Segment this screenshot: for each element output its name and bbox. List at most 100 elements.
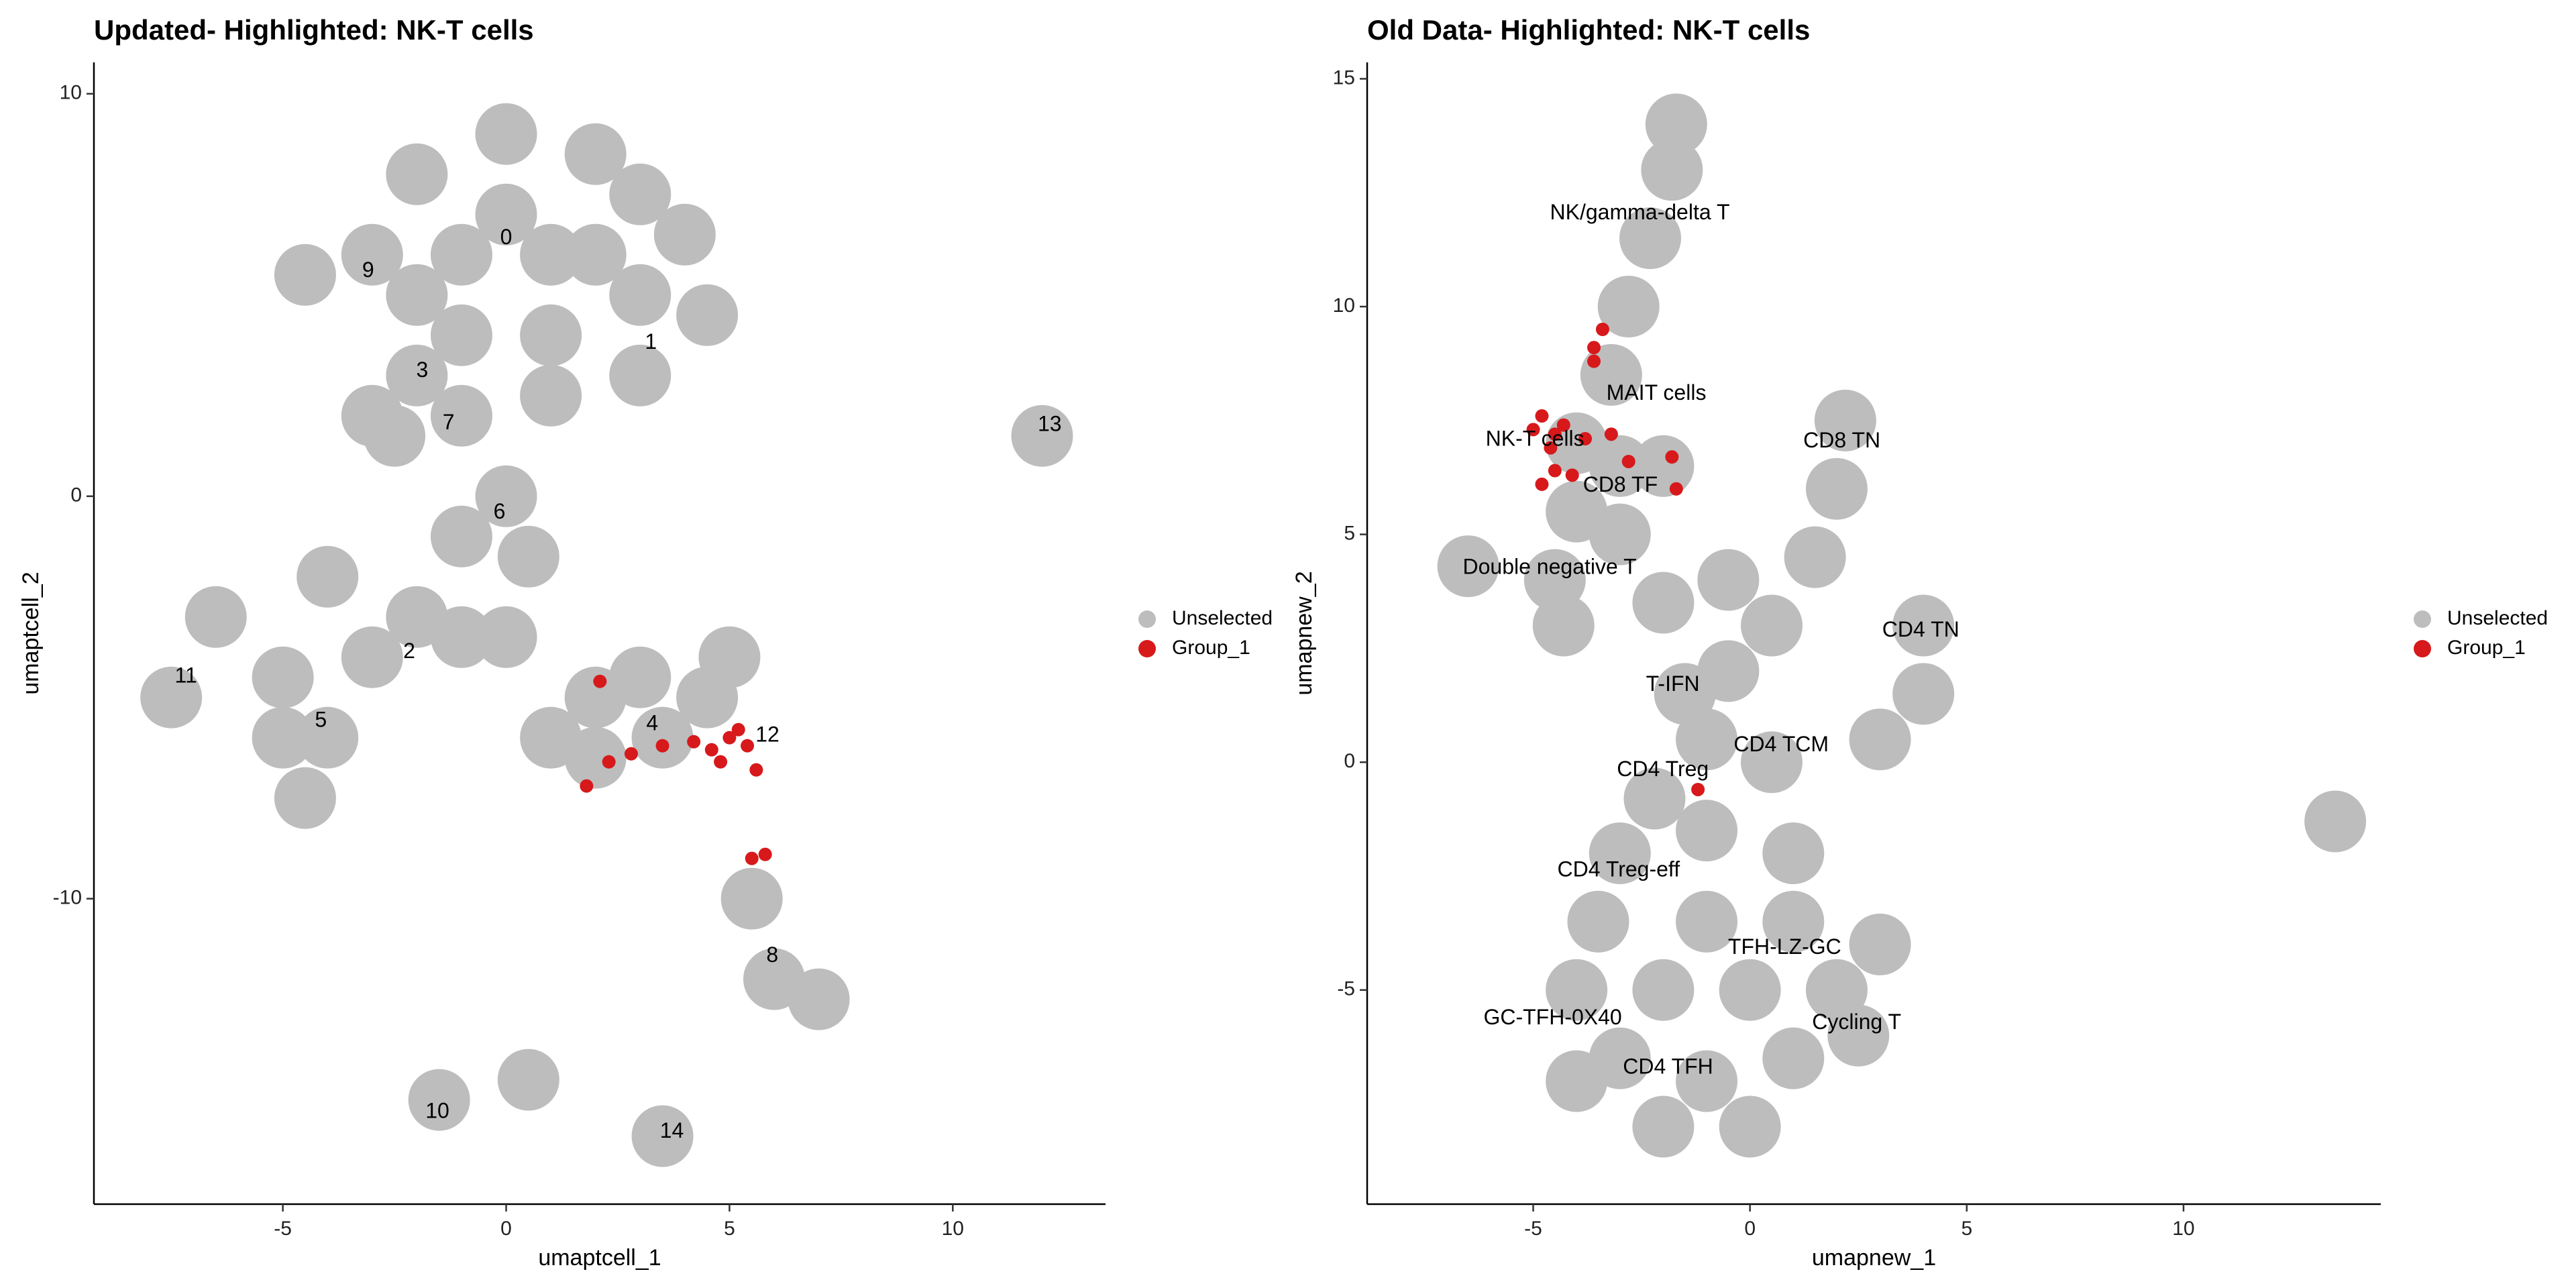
chart-title: Updated- Highlighted: NK-T cells (94, 14, 534, 46)
cell-cloud (386, 143, 448, 205)
cluster-label: Cycling T (1812, 1010, 1901, 1034)
cluster-label: 10 (425, 1099, 449, 1123)
highlighted-cell (1556, 418, 1570, 432)
cluster-label: 7 (443, 410, 455, 434)
cell-cloud (1532, 594, 1595, 657)
cluster-label: NK-T cells (1486, 426, 1585, 450)
cell-cloud (2304, 790, 2367, 853)
highlighted-cell (758, 847, 772, 861)
cluster-label: NK/gamma-delta T (1550, 200, 1730, 224)
highlighted-cell (593, 674, 607, 688)
cell-cloud (430, 606, 492, 668)
cell-cloud (386, 264, 448, 326)
legend-swatch (2414, 640, 2431, 657)
cell-cloud (676, 284, 739, 346)
legend-label: Group_1 (1172, 637, 1250, 659)
x-axis-label: umaptcell_1 (538, 1245, 661, 1271)
cluster-label: CD4 Treg-eff (1558, 857, 1680, 881)
highlighted-cell (1548, 464, 1562, 478)
cluster-label: 12 (755, 722, 780, 747)
cell-cloud (631, 1105, 694, 1167)
cell-cloud (430, 223, 492, 286)
x-tick-label: 0 (500, 1218, 512, 1240)
cluster-label: 1 (645, 329, 657, 354)
cell-cloud (1632, 959, 1695, 1021)
cell-cloud (520, 364, 582, 427)
highlighted-cell (580, 779, 594, 793)
cluster-label: CD8 TF (1583, 472, 1658, 496)
y-tick-label: 15 (1333, 66, 1355, 89)
cell-cloud (609, 264, 672, 326)
highlighted-cell (1595, 322, 1609, 336)
highlighted-cell (1548, 427, 1562, 441)
cell-cloud (1740, 731, 1803, 794)
highlighted-cell (749, 763, 763, 777)
cluster-label: 14 (660, 1118, 684, 1142)
y-tick-label: 0 (70, 484, 82, 506)
cell-cloud (1597, 276, 1660, 338)
cell-cloud (609, 646, 672, 708)
cell-cloud (430, 505, 492, 568)
cell-cloud (1589, 435, 1651, 497)
series (1526, 322, 1705, 796)
cluster-label: CD4 TCM (1733, 732, 1829, 756)
cluster-label: Double negative T (1463, 554, 1637, 578)
legend-swatch (1138, 610, 1156, 628)
cell-cloud (1849, 913, 1911, 975)
cell-cloud (497, 525, 559, 588)
cell-cloud (1589, 503, 1651, 566)
x-tick-label: 0 (1744, 1218, 1756, 1240)
cell-cloud (1011, 405, 1073, 467)
cluster-label: 9 (362, 258, 374, 282)
cell-cloud (297, 545, 359, 608)
legend-label: Unselected (2447, 607, 2548, 629)
highlighted-cell (1604, 427, 1618, 441)
cell-cloud (184, 586, 247, 648)
cell-cloud (341, 626, 403, 688)
cell-cloud (698, 626, 761, 688)
x-tick-label: 10 (942, 1218, 964, 1240)
cluster-label: 8 (766, 943, 778, 967)
cell-cloud (1567, 890, 1629, 953)
highlighted-cell (1578, 431, 1593, 445)
cell-cloud (1740, 594, 1803, 657)
cell-cloud (1676, 708, 1738, 771)
y-axis-label: umaptcell_2 (18, 572, 44, 694)
cell-cloud (1632, 435, 1695, 497)
cell-cloud (274, 767, 336, 829)
highlighted-cell (602, 755, 616, 769)
cell-cloud (341, 384, 403, 447)
cell-cloud (653, 203, 716, 266)
cell-cloud (520, 223, 582, 286)
panel: NK/gamma-delta T MAIT cells NK-T cells CD8 … (1291, 14, 2548, 1271)
highlighted-cell (1587, 341, 1601, 355)
cell-cloud (609, 163, 672, 225)
cell-cloud (631, 706, 694, 769)
x-tick-label: 5 (1961, 1218, 1972, 1240)
cell-cloud (1641, 139, 1703, 201)
cell-cloud (1697, 549, 1760, 611)
cell-cloud (140, 666, 203, 729)
cell-cloud (1814, 389, 1876, 451)
chart-title: Old Data- Highlighted: NK-T cells (1367, 14, 1810, 46)
cell-cloud (1623, 767, 1686, 830)
cluster-label: 13 (1038, 412, 1062, 436)
highlighted-cell (655, 739, 669, 753)
highlighted-cell (1665, 450, 1679, 464)
cell-cloud (1762, 1027, 1825, 1089)
legend-swatch (2414, 610, 2431, 628)
series (580, 674, 772, 865)
y-tick-label: -10 (53, 887, 82, 909)
cell-cloud (1762, 822, 1825, 885)
y-tick-label: 10 (60, 82, 82, 104)
cell-cloud (1676, 800, 1738, 862)
cell-cloud (1849, 708, 1911, 771)
cell-cloud (1892, 663, 1955, 725)
cell-cloud (1632, 1095, 1695, 1158)
cell-cloud (430, 384, 492, 447)
cell-cloud (1827, 1004, 1890, 1067)
highlighted-cell (1535, 409, 1549, 423)
cell-cloud (1676, 890, 1738, 953)
cell-cloud (475, 183, 537, 246)
cell-cloud (430, 304, 492, 366)
